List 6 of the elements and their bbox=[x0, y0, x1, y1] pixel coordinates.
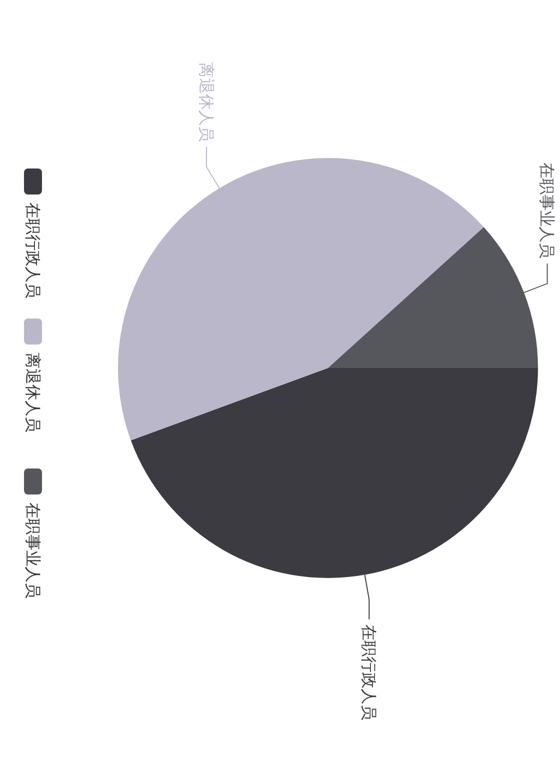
slice-label: 在职行政人员 bbox=[360, 624, 379, 720]
legend-label: 离退休人员 bbox=[23, 352, 42, 432]
slice-label: 离退休人员 bbox=[196, 62, 216, 142]
legend-label: 在职事业人员 bbox=[23, 502, 42, 598]
legend-label: 在职行政人员 bbox=[23, 202, 42, 298]
slice-label: 在职事业人员 bbox=[538, 162, 557, 259]
